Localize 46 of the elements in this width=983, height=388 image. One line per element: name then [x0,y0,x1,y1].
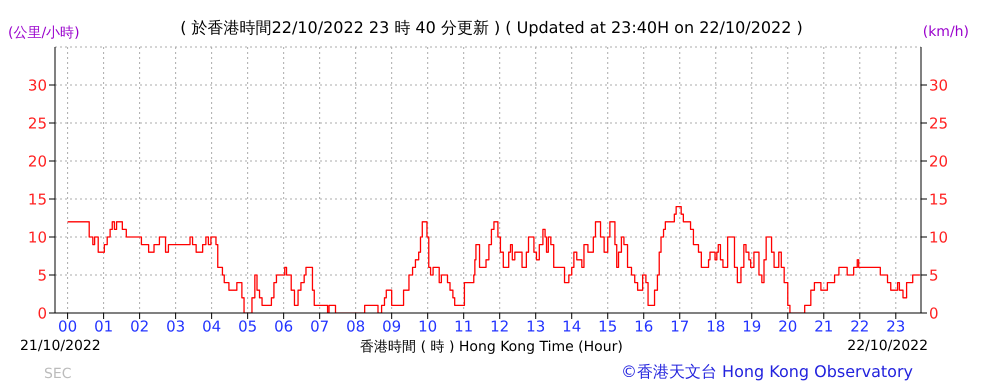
chart-title: ( 於香港時間22/10/2022 23 時 40 分更新 ) ( Updated at 23:40H on 22/10/2022 ) [180,18,803,37]
y2-tick-label: 10 [929,228,948,246]
text: SEC [44,366,72,382]
x-tick-label: 22 [850,318,870,336]
x-tick-label: 09 [382,318,402,336]
x-tick-label: 19 [742,318,762,336]
x-tick-label: 13 [526,318,546,336]
y2-tick-label: 0 [929,304,939,322]
text: 22/10/2022 [847,338,928,354]
x-tick-label: 17 [670,318,690,336]
x-tick-label: 10 [418,318,438,336]
y2-tick-label: 5 [929,266,939,284]
y2-tick-label: 20 [929,152,948,170]
y-tick-label: 20 [28,152,47,170]
x-tick-label: 18 [706,318,726,336]
x-axis-title: 香港時間 ( 時 ) Hong Kong Time (Hour) [360,339,623,355]
x-tick-label: 20 [778,318,798,336]
y-tick-label: 10 [28,228,47,246]
x-tick-label: 02 [130,318,150,336]
x-tick-label: 03 [166,318,186,336]
y2-tick-label: 15 [929,190,948,208]
x-tick-label: 11 [454,318,474,336]
y2-tick-label: 25 [929,114,948,132]
y-axis-title: (公里/小時) [8,24,80,42]
x-tick-label: 00 [58,318,78,336]
y-tick-label: 0 [37,304,47,322]
x-tick-label: 15 [598,318,618,336]
y-tick-label: 25 [28,114,47,132]
text: ©香港天文台 Hong Kong Observatory [620,362,913,383]
x-tick-label: 14 [562,318,582,336]
x-tick-label: 12 [490,318,510,336]
x-tick-label: 07 [310,318,330,336]
x-tick-label: 16 [634,318,654,336]
x-tick-label: 01 [94,318,114,336]
x-tick-label: 08 [346,318,366,336]
x-tick-label: 21 [814,318,834,336]
x-tick-label: 04 [202,318,222,336]
x-tick-label: 06 [274,318,294,336]
text: 21/10/2022 [20,338,101,354]
y2-tick-label: 30 [929,76,948,94]
y2-axis-title: (km/h) [922,24,969,40]
x-tick-label: 23 [886,318,906,336]
y-tick-label: 30 [28,76,47,94]
x-tick-label: 05 [238,318,258,336]
y-tick-label: 15 [28,190,47,208]
y-tick-label: 5 [37,266,47,284]
